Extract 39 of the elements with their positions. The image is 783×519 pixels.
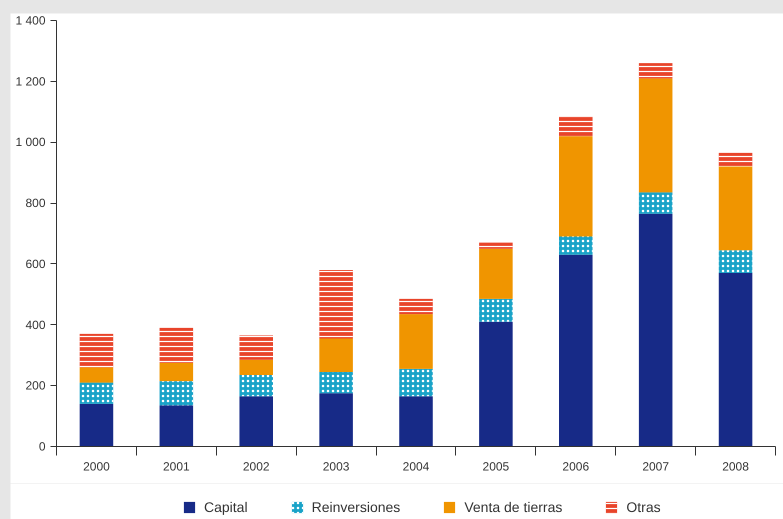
bar <box>399 396 433 446</box>
bar <box>479 322 513 446</box>
bar <box>80 367 114 383</box>
bar <box>160 405 194 446</box>
x-tick-label: 2007 <box>642 460 670 474</box>
x-tick-label: 2005 <box>482 460 510 474</box>
bar <box>718 273 752 446</box>
y-tick-label: 1 000 <box>15 135 46 150</box>
bar <box>319 393 353 446</box>
bar <box>479 248 513 299</box>
y-tick-label: 1 400 <box>15 14 46 28</box>
x-tick-label: 2001 <box>162 460 190 474</box>
x-tick-label: 2003 <box>322 460 350 474</box>
bar <box>638 78 672 192</box>
x-tick-label: 2004 <box>402 460 430 474</box>
bar <box>239 396 273 446</box>
y-tick-label: 600 <box>25 256 46 271</box>
bar <box>718 166 752 250</box>
x-tick-label: 2006 <box>562 460 590 474</box>
bar <box>319 338 353 372</box>
x-tick-label: 2002 <box>242 460 270 474</box>
legend-label: Capital <box>204 499 248 515</box>
y-tick-label: 0 <box>38 440 46 454</box>
bar <box>638 214 672 446</box>
legend-label: Reinversiones <box>312 499 400 515</box>
y-tick-label: 200 <box>25 378 46 393</box>
bar <box>559 136 593 237</box>
bar <box>399 314 433 369</box>
y-tick-label: 1 200 <box>15 74 46 88</box>
legend-label: Venta de tierras <box>464 499 562 515</box>
legend-label: Otras <box>626 499 661 515</box>
bar <box>239 360 273 375</box>
x-tick-label: 2000 <box>83 460 110 474</box>
bar <box>559 254 593 446</box>
bar <box>160 362 194 382</box>
y-tick-label: 800 <box>25 196 46 210</box>
x-tick-label: 2008 <box>722 460 750 474</box>
bar <box>80 404 114 446</box>
y-tick-label: 400 <box>25 318 46 332</box>
